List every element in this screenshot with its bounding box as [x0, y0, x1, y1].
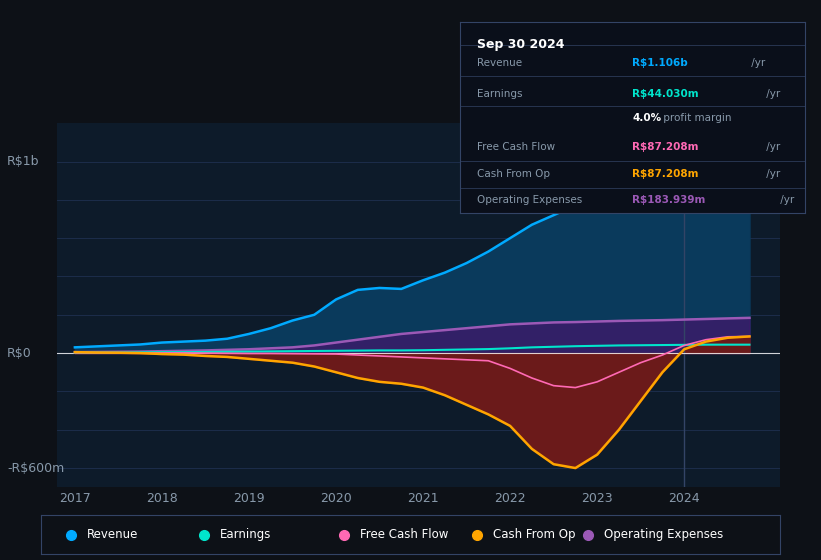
Text: /yr: /yr — [777, 195, 794, 205]
Text: R$1b: R$1b — [7, 155, 39, 168]
Text: /yr: /yr — [763, 169, 780, 179]
Text: -R$600m: -R$600m — [7, 461, 64, 474]
Text: Free Cash Flow: Free Cash Flow — [360, 528, 448, 542]
Text: Sep 30 2024: Sep 30 2024 — [477, 38, 565, 50]
Text: R$1.106b: R$1.106b — [632, 58, 688, 68]
Text: /yr: /yr — [763, 88, 780, 99]
Text: Cash From Op: Cash From Op — [493, 528, 576, 542]
Text: Revenue: Revenue — [477, 58, 522, 68]
Text: 4.0%: 4.0% — [632, 113, 661, 123]
Text: Operating Expenses: Operating Expenses — [604, 528, 723, 542]
Text: R$183.939m: R$183.939m — [632, 195, 705, 205]
Text: /yr: /yr — [748, 58, 765, 68]
Text: R$87.208m: R$87.208m — [632, 142, 699, 152]
Text: Earnings: Earnings — [477, 88, 522, 99]
Text: R$87.208m: R$87.208m — [632, 169, 699, 179]
Text: Earnings: Earnings — [220, 528, 271, 542]
Text: Cash From Op: Cash From Op — [477, 169, 550, 179]
Text: Free Cash Flow: Free Cash Flow — [477, 142, 555, 152]
Text: Operating Expenses: Operating Expenses — [477, 195, 582, 205]
Text: R$44.030m: R$44.030m — [632, 88, 699, 99]
Text: Revenue: Revenue — [87, 528, 138, 542]
Text: R$0: R$0 — [7, 347, 32, 360]
Text: /yr: /yr — [763, 142, 780, 152]
Text: profit margin: profit margin — [660, 113, 732, 123]
